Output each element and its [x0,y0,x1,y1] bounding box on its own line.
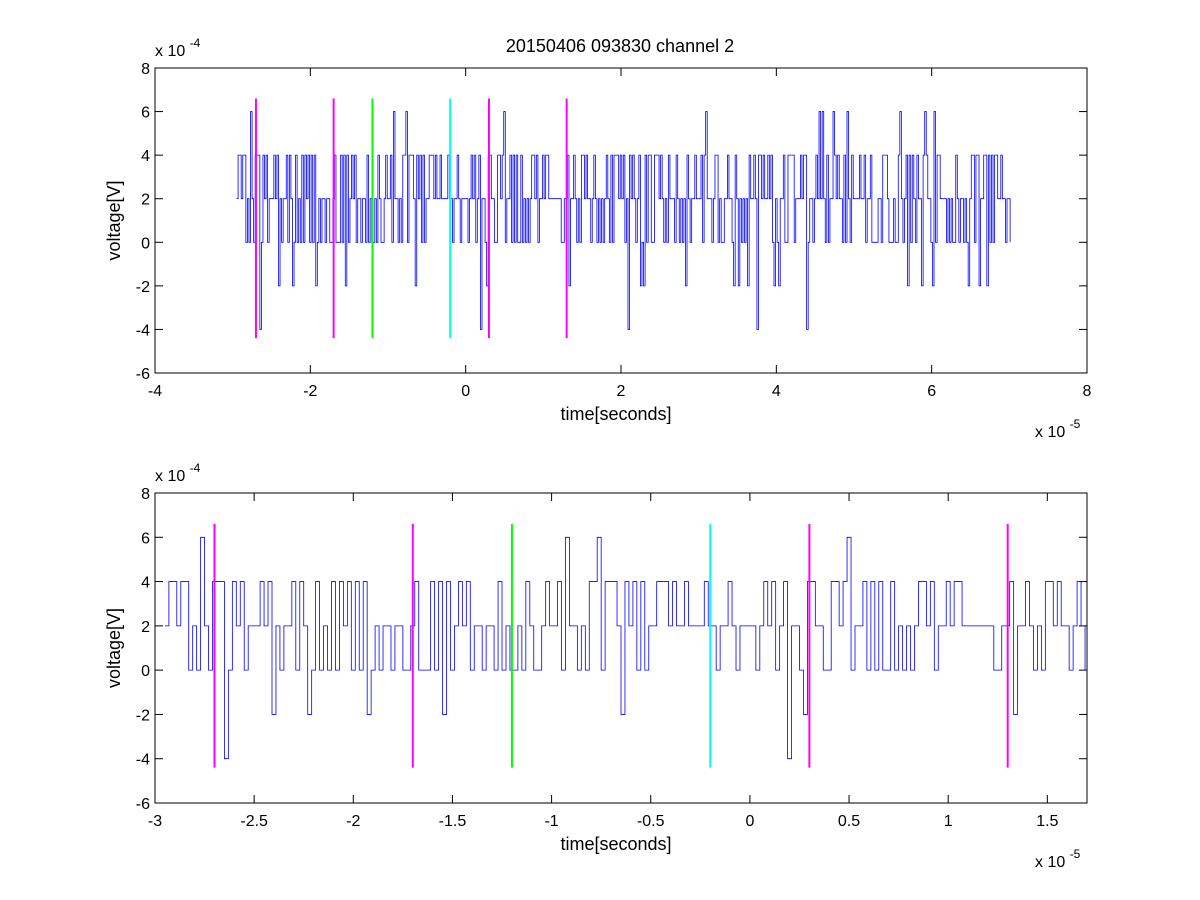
x-tick-label: 1 [944,813,953,830]
axes-box [154,67,1088,374]
x-tick-label: -0.5 [637,813,665,830]
y-tick-label: -6 [136,366,150,383]
x-tick-label: -3 [148,813,162,830]
y-tick-label: 4 [141,575,150,592]
x-exponent-base: x 10 [1035,854,1070,871]
y-axis-label: voltage[V] [104,180,124,260]
y-tick-label: 8 [141,486,150,503]
x-exponent-label: x 10 -5 [1035,847,1081,871]
x-tick-label: 0 [461,383,470,400]
x-tick-label: -2 [303,383,317,400]
y-tick-label: -2 [136,707,150,724]
x-tick-label: 2 [617,383,626,400]
top-plot: -4 -2 0 2 4 6 8-6-4-202468time[seconds]voltage… [104,36,1092,441]
bottom-plot: -3 -2.5 -2 -1.5 -1 -0.5 0 0.5 1 1.5 -6 -4 -2 0 2 4 6 8 tim… [104,461,1088,871]
y-tick-label: 0 [141,235,150,252]
y-exponent-label: x 10 -4 [155,461,201,485]
x-tick-label: -1.5 [439,813,467,830]
x-tick-label: 8 [1083,383,1092,400]
y-tick-label: 8 [141,61,150,78]
x-tick-label: -2 [346,813,360,830]
y-tick-label: 4 [141,148,150,165]
x-tick-label: -1 [544,813,558,830]
y-exponent-power: -4 [190,461,201,475]
x-exponent-label: x 10 -5 [1035,417,1081,441]
x-exponent-power: -5 [1070,417,1081,431]
y-tick-label: 2 [141,619,150,636]
x-tick-label: 0.5 [838,813,860,830]
y-exponent-power: -4 [190,36,201,50]
figure-title: 20150406 093830 channel 2 [506,36,734,56]
y-tick-label: -4 [136,322,150,339]
y-tick-label: 0 [141,663,150,680]
x-tick-label: -2.5 [240,813,268,830]
x-tick-label: -4 [148,383,162,400]
x-tick-label: 0 [745,813,754,830]
y-axis-label: voltage[V] [104,608,124,688]
series-line-0 [236,111,1011,330]
y-tick-label: -2 [136,279,150,296]
y-exponent-label: x 10 -4 [155,36,201,60]
y-tick-label: -4 [136,752,150,769]
x-tick-label: 4 [772,383,781,400]
y-tick-label: 6 [141,105,150,122]
x-axis-label: time[seconds] [560,404,671,424]
x-exponent-power: -5 [1070,847,1081,861]
x-tick-label: 1.5 [1036,813,1058,830]
x-exponent-base: x 10 [1035,424,1070,441]
x-tick-label: 6 [927,383,936,400]
y-exponent-base: x 10 [155,43,190,60]
x-axis-label: time[seconds] [560,834,671,854]
y-tick-label: 2 [141,192,150,209]
y-tick-label: 6 [141,530,150,547]
series-line-0 [164,536,1087,760]
y-tick-label: -6 [136,796,150,813]
axes-box [154,492,1088,804]
y-exponent-base: x 10 [155,468,190,485]
